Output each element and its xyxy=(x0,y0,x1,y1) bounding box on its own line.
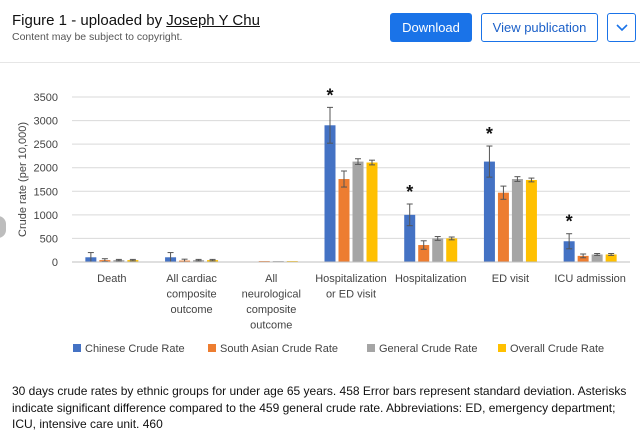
bar xyxy=(352,161,364,262)
y-tick-label: 1500 xyxy=(34,186,58,198)
bar xyxy=(324,125,336,263)
download-button[interactable]: Download xyxy=(390,13,472,42)
y-tick-label: 2000 xyxy=(34,163,58,175)
y-tick-label: 0 xyxy=(52,257,58,269)
legend-label: Chinese Crude Rate xyxy=(85,343,185,355)
legend-label: General Crude Rate xyxy=(379,343,477,355)
x-tick-label: All cardiac xyxy=(166,273,217,285)
side-scroll-handle[interactable] xyxy=(0,216,6,238)
bar xyxy=(497,192,509,262)
x-tick-label: Hospitalization xyxy=(395,273,467,285)
x-tick-label: composite xyxy=(167,289,217,301)
bar xyxy=(338,179,350,262)
y-tick-label: 2500 xyxy=(34,139,58,151)
legend-swatch xyxy=(498,344,506,352)
bar xyxy=(563,241,575,262)
bar xyxy=(418,245,430,262)
header-divider xyxy=(0,62,640,63)
bar xyxy=(446,238,458,262)
figure-label: Figure 1 - uploaded by xyxy=(12,12,167,29)
x-tick-label: Hospitalization xyxy=(315,273,387,285)
bar xyxy=(366,162,378,262)
legend-swatch xyxy=(208,344,216,352)
legend-label: Overall Crude Rate xyxy=(510,343,604,355)
figure-caption: 30 days crude rates by ethnic groups for… xyxy=(12,384,627,431)
bar xyxy=(432,238,444,262)
bar-chart: 0 500 1000 1500 2000 2500 3000 3500 Crude rate (… xyxy=(17,85,630,355)
y-tick-label: 500 xyxy=(40,233,58,245)
bar xyxy=(404,214,416,262)
legend-label: South Asian Crude Rate xyxy=(220,343,338,355)
view-publication-button[interactable]: View publication xyxy=(481,13,598,42)
significance-marker: * xyxy=(566,212,573,232)
x-tick-label: or ED visit xyxy=(326,289,376,301)
x-tick-label: neurological xyxy=(242,289,301,301)
figure-header: Figure 1 - uploaded by Joseph Y Chu Cont… xyxy=(0,0,640,55)
significance-marker: * xyxy=(406,182,413,202)
x-tick-label: composite xyxy=(246,304,296,316)
bar xyxy=(525,179,537,262)
chevron-down-icon xyxy=(615,23,628,31)
bar xyxy=(511,179,523,262)
x-tick-label: All xyxy=(265,273,277,285)
y-axis-label: Crude rate (per 10,000) xyxy=(17,122,29,237)
bar xyxy=(591,254,603,262)
bar xyxy=(577,255,589,262)
x-tick-label: outcome xyxy=(170,304,212,316)
bar xyxy=(605,254,617,262)
more-options-button[interactable] xyxy=(607,13,636,42)
x-tick-label: outcome xyxy=(250,320,292,332)
legend-swatch xyxy=(73,344,81,352)
significance-marker: * xyxy=(486,124,493,144)
figure-title: Figure 1 - uploaded by Joseph Y Chu xyxy=(12,12,260,29)
y-tick-label: 3500 xyxy=(34,92,58,104)
significance-marker: * xyxy=(326,85,333,105)
legend-swatch xyxy=(367,344,375,352)
author-link[interactable]: Joseph Y Chu xyxy=(166,12,260,29)
y-tick-label: 3000 xyxy=(34,116,58,128)
bar xyxy=(483,161,495,262)
x-tick-label: Death xyxy=(97,273,126,285)
x-tick-label: ED visit xyxy=(492,273,529,285)
copyright-notice: Content may be subject to copyright. xyxy=(12,31,183,43)
x-tick-label: ICU admission xyxy=(554,273,626,285)
y-tick-label: 1000 xyxy=(34,210,58,222)
